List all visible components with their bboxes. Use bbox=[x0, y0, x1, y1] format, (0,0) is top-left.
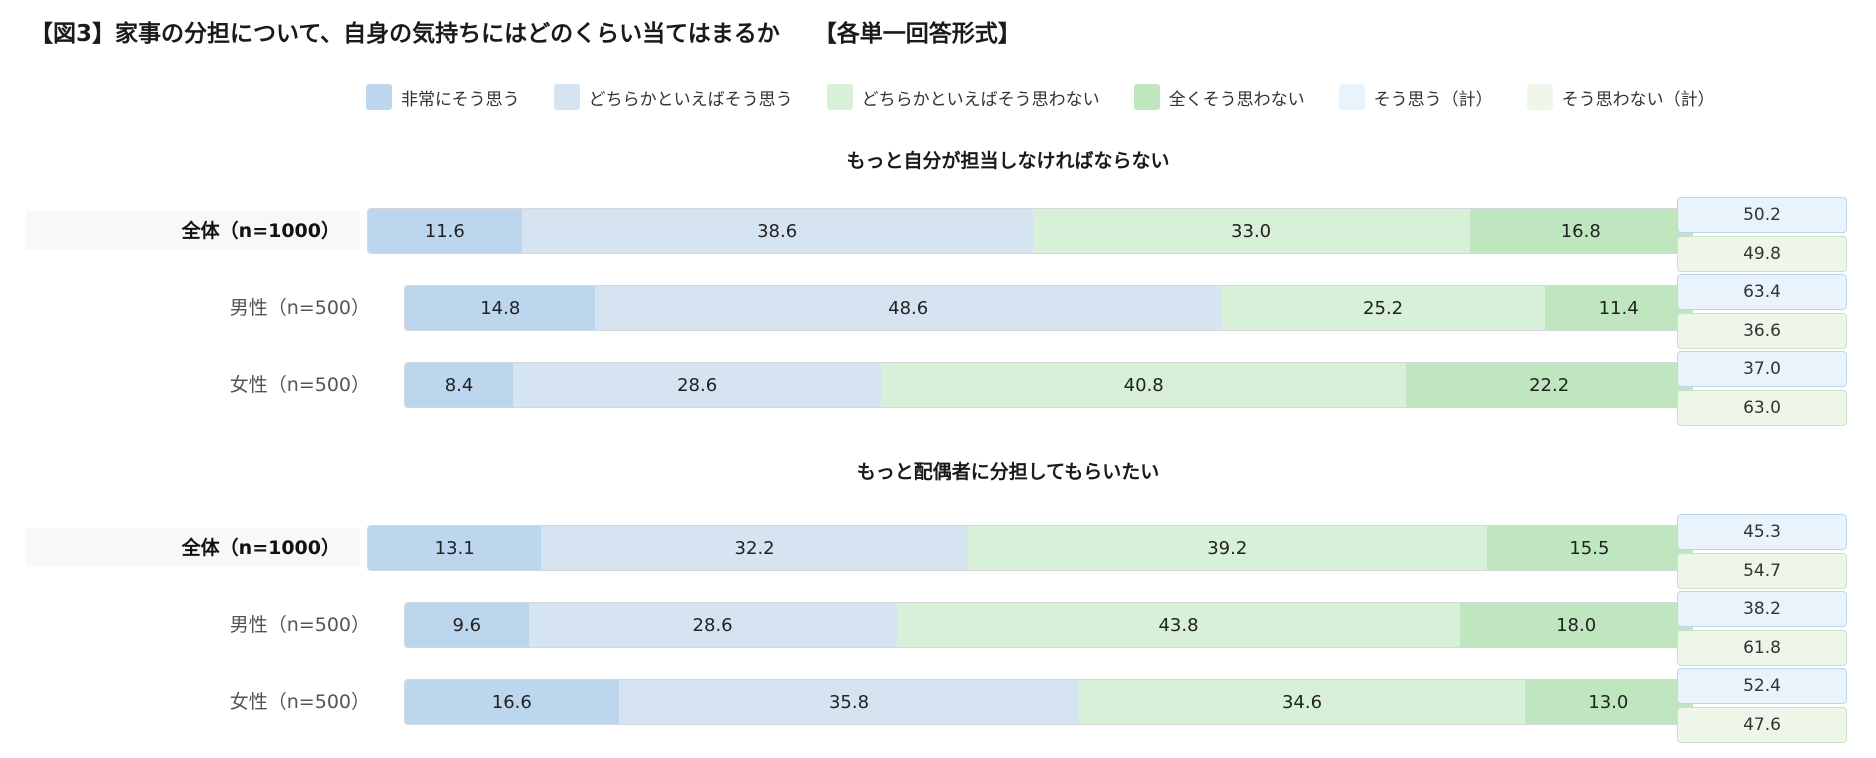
stacked-bar: 14.8 48.6 25.2 11.4 bbox=[404, 285, 1693, 331]
bar-segment: 13.1 bbox=[368, 526, 542, 570]
row-label: 男性（n=500） bbox=[229, 614, 370, 636]
agree-total-box: 52.4 bbox=[1677, 668, 1847, 704]
row-label: 女性（n=500） bbox=[229, 691, 370, 713]
bar-segment: 11.6 bbox=[368, 209, 522, 253]
stacked-bar: 8.4 28.6 40.8 22.2 bbox=[404, 362, 1693, 408]
bar-segment: 40.8 bbox=[881, 363, 1407, 407]
bar-segment: 38.6 bbox=[521, 209, 1033, 253]
legend-label: 非常にそう思う bbox=[401, 89, 520, 110]
bar-segment: 43.8 bbox=[896, 603, 1461, 647]
row-band bbox=[26, 211, 360, 250]
legend-label: 全くそう思わない bbox=[1168, 89, 1305, 110]
row-label: 男性（n=500） bbox=[229, 297, 370, 319]
legend-label: どちらかといえばそう思う bbox=[588, 89, 793, 110]
disagree-total-box: 54.7 bbox=[1677, 553, 1847, 589]
bar-segment: 28.6 bbox=[513, 363, 882, 407]
legend: 非常にそう思う どちらかといえばそう思う どちらかといえばそう思わない 全くそう… bbox=[366, 84, 1876, 110]
legend-item: そう思わない（計） bbox=[1526, 84, 1715, 110]
disagree-total-box: 47.6 bbox=[1677, 707, 1847, 743]
bar-segment: 9.6 bbox=[405, 603, 529, 647]
bar-segment: 8.4 bbox=[405, 363, 514, 407]
legend-item: どちらかといえばそう思う bbox=[553, 84, 793, 110]
legend-item: どちらかといえばそう思わない bbox=[826, 84, 1100, 110]
legend-item: そう思う（計） bbox=[1338, 84, 1493, 110]
legend-label: どちらかといえばそう思わない bbox=[861, 89, 1100, 110]
section-title: もっと自分が担当しなければならない bbox=[846, 150, 1170, 172]
legend-swatch bbox=[826, 84, 853, 110]
bar-segment: 32.2 bbox=[541, 526, 968, 570]
stacked-bar: 9.6 28.6 43.8 18.0 bbox=[404, 602, 1693, 648]
legend-swatch bbox=[1526, 84, 1553, 110]
bar-segment: 13.0 bbox=[1524, 680, 1692, 724]
bar-segment: 35.8 bbox=[618, 680, 1080, 724]
agree-total-box: 63.4 bbox=[1677, 274, 1847, 310]
stacked-bar: 16.6 35.8 34.6 13.0 bbox=[404, 679, 1693, 725]
stacked-bar: 13.1 32.2 39.2 15.5 bbox=[367, 525, 1693, 571]
row-label: 全体（n=1000） bbox=[181, 537, 340, 559]
agree-total-box: 45.3 bbox=[1677, 514, 1847, 550]
row-band bbox=[26, 528, 360, 567]
agree-total-box: 37.0 bbox=[1677, 351, 1847, 387]
row-label: 女性（n=500） bbox=[229, 374, 370, 396]
bar-segment: 16.8 bbox=[1469, 209, 1692, 253]
bar-segment: 18.0 bbox=[1460, 603, 1692, 647]
bar-segment: 16.6 bbox=[405, 680, 619, 724]
disagree-total-box: 36.6 bbox=[1677, 313, 1847, 349]
legend-swatch bbox=[1338, 84, 1365, 110]
legend-item: 全くそう思わない bbox=[1133, 84, 1305, 110]
bar-segment: 25.2 bbox=[1220, 286, 1546, 330]
legend-item: 非常にそう思う bbox=[366, 84, 520, 110]
disagree-total-box: 61.8 bbox=[1677, 630, 1847, 666]
bar-segment: 14.8 bbox=[405, 286, 596, 330]
bar-segment: 28.6 bbox=[528, 603, 897, 647]
agree-total-box: 38.2 bbox=[1677, 591, 1847, 627]
bar-segment: 22.2 bbox=[1406, 363, 1692, 407]
disagree-total-box: 63.0 bbox=[1677, 390, 1847, 426]
disagree-total-box: 49.8 bbox=[1677, 236, 1847, 272]
agree-total-box: 50.2 bbox=[1677, 197, 1847, 233]
bar-segment: 11.4 bbox=[1545, 286, 1692, 330]
legend-swatch bbox=[366, 84, 392, 110]
bar-segment: 48.6 bbox=[595, 286, 1221, 330]
chart-title: 【図3】家事の分担について、自身の気持ちにはどのくらい当てはまるか 【各単一回答形… bbox=[30, 14, 1021, 48]
legend-label: そう思う（計） bbox=[1373, 89, 1493, 110]
bar-segment: 39.2 bbox=[967, 526, 1487, 570]
section-title: もっと配偶者に分担してもらいたい bbox=[856, 461, 1160, 483]
legend-swatch bbox=[1133, 84, 1160, 110]
bar-segment: 33.0 bbox=[1032, 209, 1470, 253]
row-label: 全体（n=1000） bbox=[181, 220, 340, 242]
bar-segment: 34.6 bbox=[1079, 680, 1525, 724]
legend-swatch bbox=[553, 84, 580, 110]
title-text: 【図3】家事の分担について、自身の気持ちにはどのくらい当てはまるか bbox=[30, 21, 780, 47]
stacked-bar: 11.6 38.6 33.0 16.8 bbox=[367, 208, 1693, 254]
legend-label: そう思わない（計） bbox=[1561, 89, 1715, 110]
bar-segment: 15.5 bbox=[1486, 526, 1692, 570]
title-tag: 【各単一回答形式】 bbox=[813, 21, 1021, 47]
